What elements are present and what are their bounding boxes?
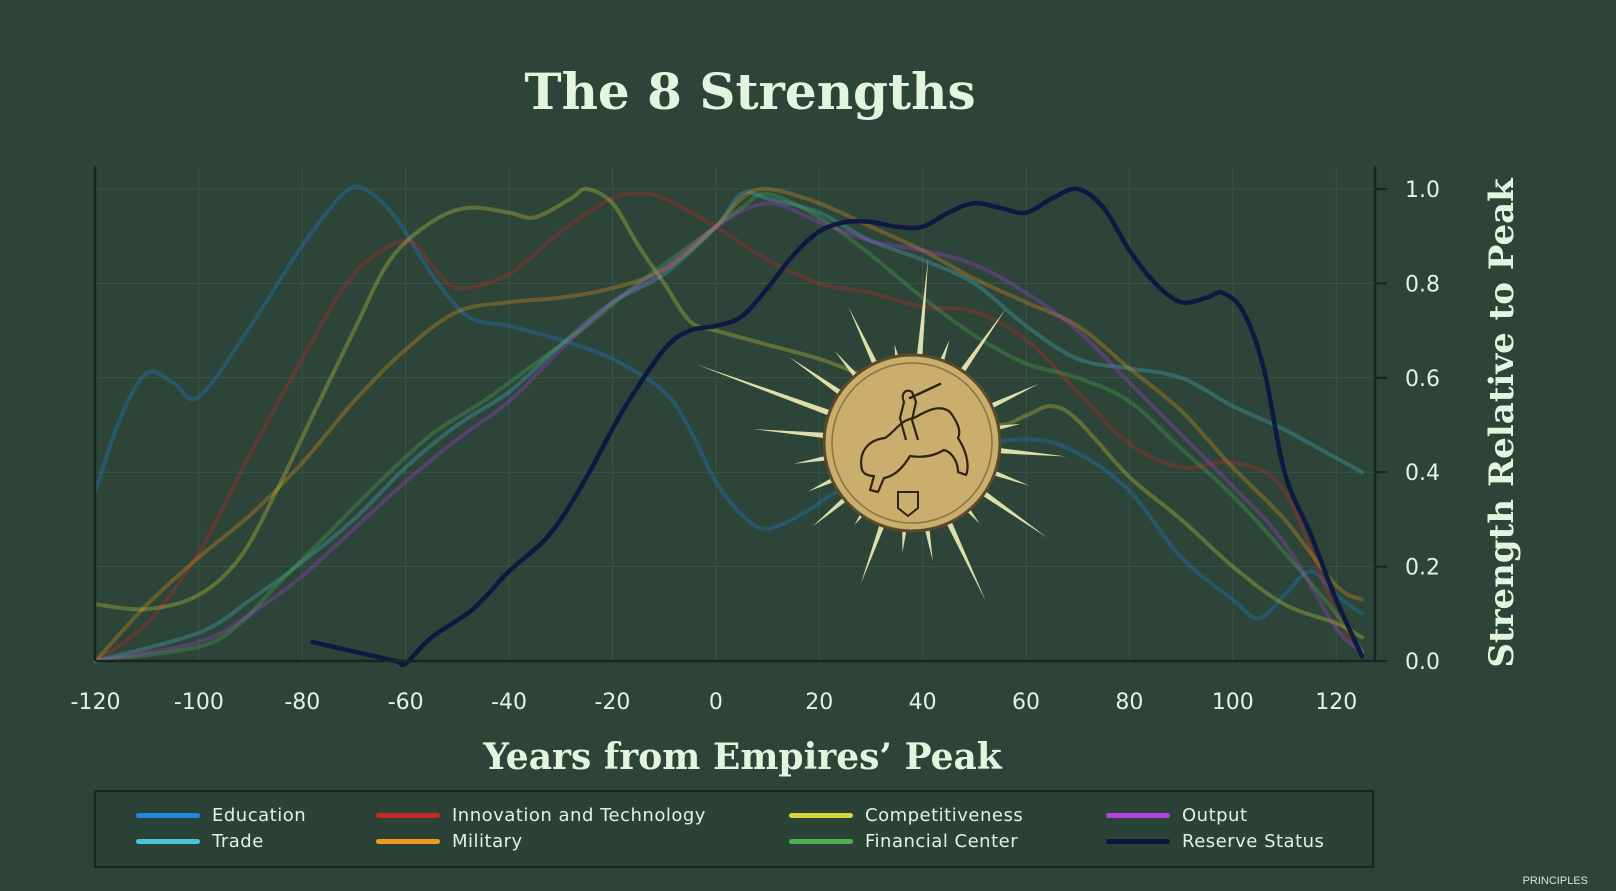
legend-item-trade: Trade <box>136 830 264 852</box>
sun-ray <box>942 512 986 602</box>
legend-item-output: Output <box>1106 804 1248 826</box>
legend-item-innovation: Innovation and Technology <box>376 804 706 826</box>
legend-label: Output <box>1182 804 1248 826</box>
x-tick-label: 80 <box>1115 690 1143 715</box>
y-tick-label: 0.4 <box>1405 461 1440 486</box>
coin-shield <box>897 491 919 518</box>
series-line-education <box>93 184 1365 621</box>
sun-ray <box>752 429 835 440</box>
tick-labels: -120 -100 -80 -60 -40 -20 0 20 40 60 80 100 120 0.0 0.… <box>71 178 1440 715</box>
sun-ray <box>974 485 1048 538</box>
legend-swatch <box>136 812 200 818</box>
legend-item-education: Education <box>136 804 306 826</box>
legend-swatch <box>136 838 200 844</box>
legend-label: Competitiveness <box>865 804 1024 826</box>
x-tick-label: -60 <box>388 690 424 715</box>
y-tick-label: 0.8 <box>1405 272 1440 297</box>
legend-label: Reserve Status <box>1182 830 1325 852</box>
y-tick-label: 1.0 <box>1405 178 1440 203</box>
legend-swatch <box>789 812 853 818</box>
sword <box>908 382 942 400</box>
legend-label: Military <box>452 830 523 852</box>
sun-ray <box>989 446 1067 457</box>
legend-swatch <box>1106 838 1170 844</box>
series-line-competitiveness <box>93 186 1365 640</box>
legend-label: Trade <box>212 830 264 852</box>
legend-label: Innovation and Technology <box>452 804 706 826</box>
sun-ray <box>860 515 889 584</box>
series-line-output <box>93 201 1365 663</box>
legend-label: Education <box>212 804 307 826</box>
x-tick-label: -20 <box>594 690 630 715</box>
legend-swatch <box>789 838 853 844</box>
axes <box>93 166 1387 663</box>
legend-item-military: Military <box>376 830 523 852</box>
sun-ray <box>695 364 840 420</box>
x-tick-label: 20 <box>805 690 833 715</box>
x-tick-label: 40 <box>909 690 937 715</box>
sun-ray <box>954 307 1007 381</box>
series-line-military <box>93 186 1365 663</box>
x-tick-label: 100 <box>1212 690 1254 715</box>
y-tick-label: 0.6 <box>1405 367 1440 392</box>
series-line-trade <box>93 190 1365 663</box>
y-tick-label: 0.0 <box>1405 650 1440 675</box>
x-tick-label: -100 <box>174 690 224 715</box>
x-tick-label: 120 <box>1315 690 1357 715</box>
legend-item-competitiveness: Competitiveness <box>789 804 1023 826</box>
series-line-innovation-and-technology <box>93 191 1365 663</box>
legend-swatch <box>376 812 440 818</box>
coin-body <box>822 353 1002 533</box>
legend-item-financial-center: Financial Center <box>789 830 1018 852</box>
sun-ray <box>981 383 1039 413</box>
x-tick-label: -40 <box>491 690 527 715</box>
x-tick-label: -120 <box>71 690 121 715</box>
series-line-reserve-status <box>310 186 1365 668</box>
x-tick-label: -80 <box>284 690 320 715</box>
sun-ray <box>789 357 850 401</box>
series-line-financial-center <box>93 191 1365 663</box>
x-axis-label: Years from Empires’ Peak <box>483 736 1002 778</box>
x-tick-label: 0 <box>709 690 723 715</box>
series-lines <box>93 184 1365 668</box>
chart-title: The 8 Strengths <box>524 62 976 121</box>
x-tick-label: 60 <box>1012 690 1040 715</box>
legend-item-reserve-status: Reserve Status <box>1106 830 1324 852</box>
coin-rim <box>831 362 993 524</box>
legend: Education Trade Innovation and Technolog… <box>94 790 1374 868</box>
sun-ray <box>848 307 882 374</box>
legend-swatch <box>1106 812 1170 818</box>
sun-ray <box>915 258 929 366</box>
legend-label: Financial Center <box>865 830 1019 852</box>
horse-outline <box>860 407 969 494</box>
y-tick-label: 0.2 <box>1405 556 1440 581</box>
watermark: PRINCIPLES <box>1522 875 1588 887</box>
legend-swatch <box>376 838 440 844</box>
horseman-coin-icon <box>695 258 1067 602</box>
y-axis-label: Strength Relative to Peak <box>1482 178 1522 668</box>
